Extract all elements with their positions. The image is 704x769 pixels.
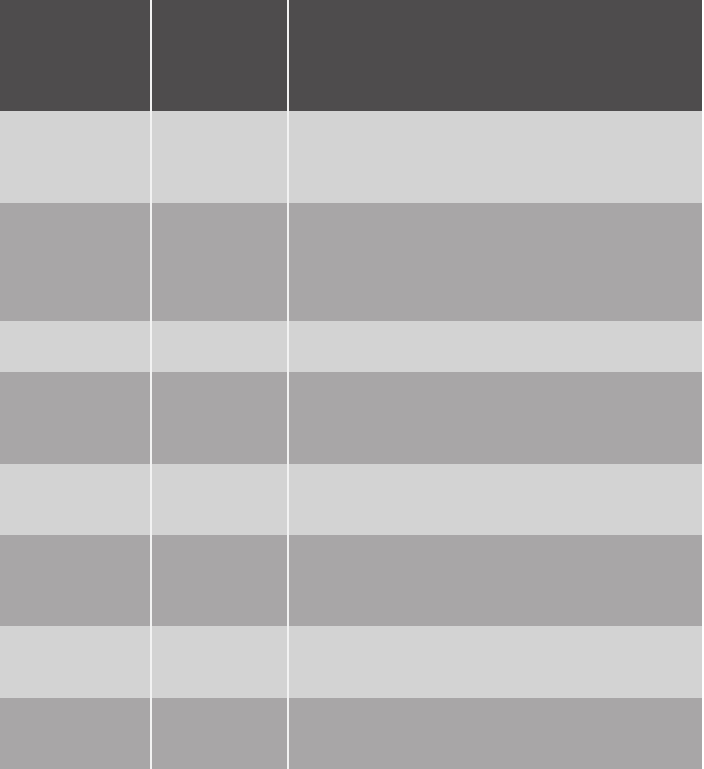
table-row xyxy=(0,203,702,321)
column-divider xyxy=(150,0,152,769)
table-row xyxy=(0,626,702,698)
table-row xyxy=(0,698,702,769)
table-row xyxy=(0,111,702,203)
table-row xyxy=(0,321,702,372)
column-divider xyxy=(287,0,289,769)
table-row xyxy=(0,464,702,535)
table-row xyxy=(0,535,702,626)
table-row xyxy=(0,372,702,464)
header-row xyxy=(0,0,702,111)
